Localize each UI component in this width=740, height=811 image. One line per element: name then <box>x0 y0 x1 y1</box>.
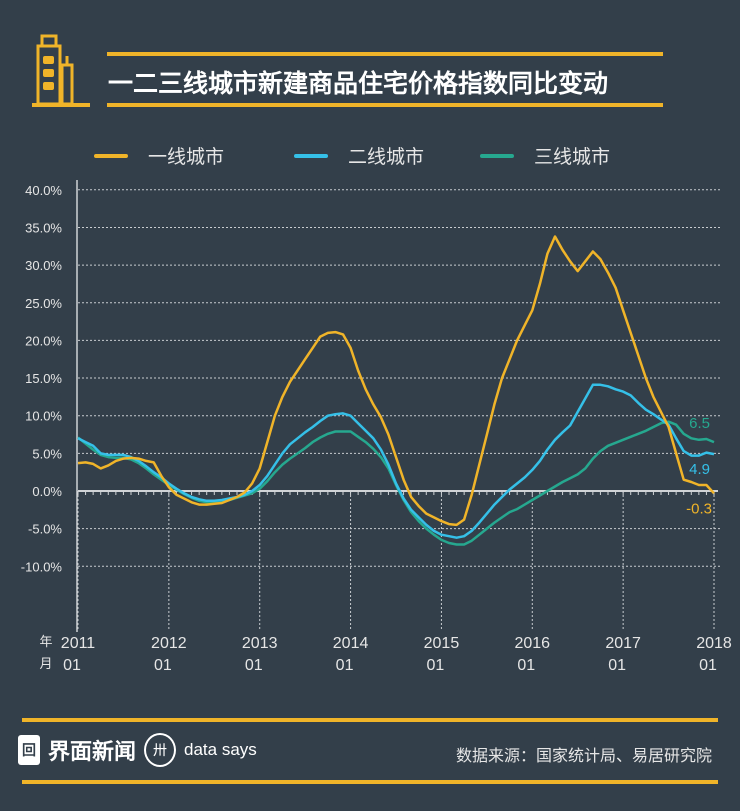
legend-item-tier2: 二线城市 <box>294 142 424 169</box>
x-tick-month: 01 <box>608 657 626 674</box>
title-bottom-rule <box>107 103 663 107</box>
brand: 回 界面新闻 卅 data says <box>18 733 257 767</box>
x-tick-month: 01 <box>154 657 172 674</box>
x-tick-year: 2014 <box>333 635 369 652</box>
end-value-label: 4.9 <box>689 461 710 478</box>
x-tick-month: 01 <box>245 657 263 674</box>
x-tick-month: 01 <box>336 657 354 674</box>
series-line-1 <box>77 235 715 527</box>
y-tick-label: 5.0% <box>32 446 62 461</box>
y-tick-label: 15.0% <box>25 371 62 386</box>
legend-item-tier1: 一线城市 <box>94 142 224 169</box>
series-line-2 <box>77 383 715 539</box>
page-title: 一二三线城市新建商品住宅价格指数同比变动 <box>108 70 609 98</box>
x-tick-year: 2017 <box>605 635 641 652</box>
x-tick-month: 01 <box>63 657 81 674</box>
legend-swatch <box>94 153 128 158</box>
x-axis-year-label: 年 <box>39 634 52 649</box>
legend-swatch <box>480 153 514 158</box>
y-tick-label: 0.0% <box>32 484 62 499</box>
x-tick-year: 2016 <box>514 635 550 652</box>
legend-item-tier3: 三线城市 <box>480 142 610 169</box>
x-tick-year: 2015 <box>424 635 460 652</box>
end-value-label: -0.3 <box>686 500 712 517</box>
x-tick-year: 2013 <box>242 635 278 652</box>
line-chart: 40.0% 35.0% 30.0% 25.0% 20.0% 15.0% 10.0% 5.0% 0… <box>21 180 732 674</box>
y-tick-label: 25.0% <box>25 296 62 311</box>
legend-label: 二线城市 <box>348 147 425 168</box>
legend-swatch <box>294 153 328 158</box>
y-tick-label: -5.0% <box>28 522 62 537</box>
brand-sub: data says <box>184 740 257 759</box>
x-tick-year: 2011 <box>61 635 96 652</box>
title-top-rule <box>107 52 663 56</box>
x-tick-year: 2012 <box>151 635 187 652</box>
footer-top-rule <box>22 718 718 722</box>
x-tick-month: 01 <box>699 657 717 674</box>
y-tick-label: 10.0% <box>25 409 62 424</box>
y-tick-label: 40.0% <box>25 183 62 198</box>
y-tick-label: 30.0% <box>25 258 62 273</box>
legend-label: 一线城市 <box>148 147 225 168</box>
y-tick-label: 35.0% <box>25 220 62 235</box>
y-tick-label: -10.0% <box>21 559 63 574</box>
jiemian-logo-icon: 回 <box>18 735 40 765</box>
buildings-icon <box>32 34 90 107</box>
x-axis-month-label: 月 <box>39 656 52 671</box>
end-value-label: 6.5 <box>689 415 710 432</box>
data-says-logo-icon: 卅 <box>144 733 177 767</box>
data-source: 数据来源：国家统计局、易居研究院 <box>455 748 712 765</box>
x-tick-year: 2018 <box>696 635 732 652</box>
legend-label: 三线城市 <box>534 147 611 168</box>
y-tick-label: 20.0% <box>25 333 62 348</box>
footer-bottom-rule <box>22 780 718 784</box>
brand-name: 界面新闻 <box>48 739 137 764</box>
x-tick-month: 01 <box>427 657 445 674</box>
x-tick-month: 01 <box>517 657 535 674</box>
